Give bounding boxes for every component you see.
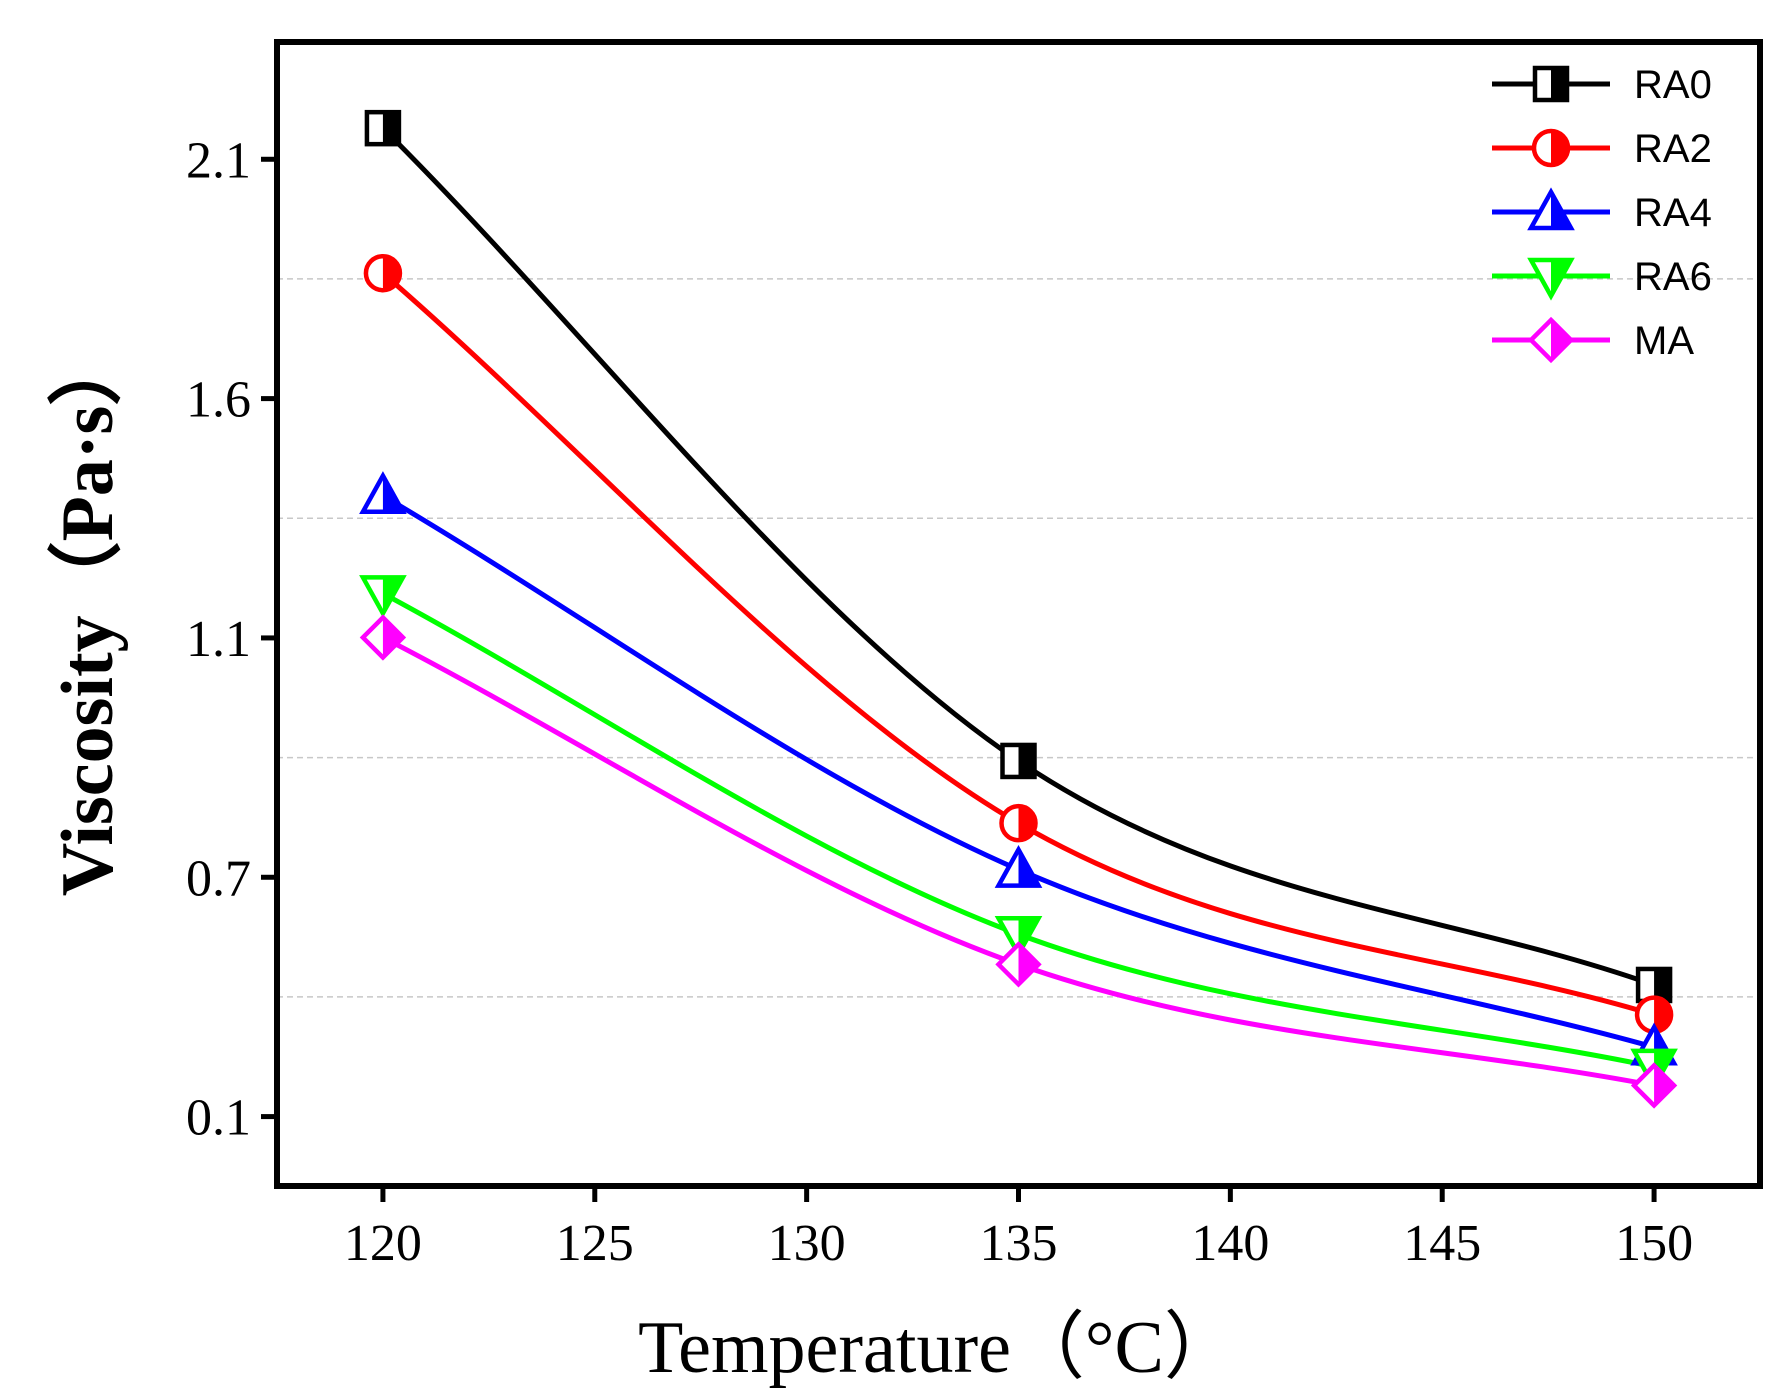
axis-ticks: 0.1 0.7 1.1 1.6 2.1 120 125 130 135 140 145 150 <box>186 132 1693 1272</box>
gridlines <box>277 278 1760 998</box>
y-tick-label: 1.1 <box>186 611 251 668</box>
legend-item-ra2: RA2 <box>1492 127 1712 171</box>
data-point-ra0 <box>364 109 402 147</box>
legend-item-ra6: RA6 <box>1492 255 1712 301</box>
x-tick-label: 135 <box>980 1215 1058 1272</box>
legend-label: MA <box>1634 319 1694 363</box>
x-tick-label: 125 <box>556 1215 634 1272</box>
legend: RA0 RA2 RA4 RA6 MA <box>1492 63 1712 364</box>
x-tick-label: 120 <box>344 1215 422 1272</box>
data-markers <box>359 109 1678 1109</box>
y-tick-label: 0.1 <box>186 1090 251 1147</box>
legend-label: RA2 <box>1634 127 1712 171</box>
data-point-ma <box>995 941 1042 988</box>
legend-marker <box>1527 187 1575 231</box>
x-tick-label: 150 <box>1615 1215 1693 1272</box>
legend-label: RA4 <box>1634 191 1712 235</box>
legend-item-ma: MA <box>1492 316 1694 364</box>
legend-marker <box>1527 257 1575 301</box>
y-tick-label: 2.1 <box>186 132 251 189</box>
y-tick-label: 0.7 <box>186 850 251 907</box>
legend-marker <box>1531 128 1571 168</box>
x-tick-label: 145 <box>1403 1215 1481 1272</box>
legend-item-ra4: RA4 <box>1492 187 1712 235</box>
x-tick-label: 140 <box>1191 1215 1269 1272</box>
data-point-ma <box>1630 1062 1678 1109</box>
x-tick-label: 130 <box>768 1215 846 1272</box>
data-point-ra6 <box>359 575 407 619</box>
legend-marker <box>1532 65 1570 103</box>
x-axis-title: Temperature（°C） <box>638 1307 1238 1389</box>
data-point-ra6 <box>994 915 1043 959</box>
data-point-ra2 <box>363 253 403 293</box>
series-line-ra2 <box>381 271 1655 1018</box>
data-point-ra2 <box>999 803 1038 843</box>
legend-label: RA6 <box>1634 255 1712 299</box>
data-point-ra4 <box>359 471 407 515</box>
legend-marker <box>1527 316 1575 364</box>
data-point-ra0 <box>1000 742 1037 780</box>
data-point-ra4 <box>994 844 1043 888</box>
data-point-ma <box>359 614 407 661</box>
legend-item-ra0: RA0 <box>1492 63 1712 107</box>
y-axis-title: Viscosity（Pa·s） <box>47 332 129 897</box>
data-point-ra0 <box>1635 966 1673 1004</box>
legend-label: RA0 <box>1634 63 1712 107</box>
y-tick-label: 1.6 <box>186 372 251 429</box>
series-line-ra0 <box>381 126 1655 988</box>
